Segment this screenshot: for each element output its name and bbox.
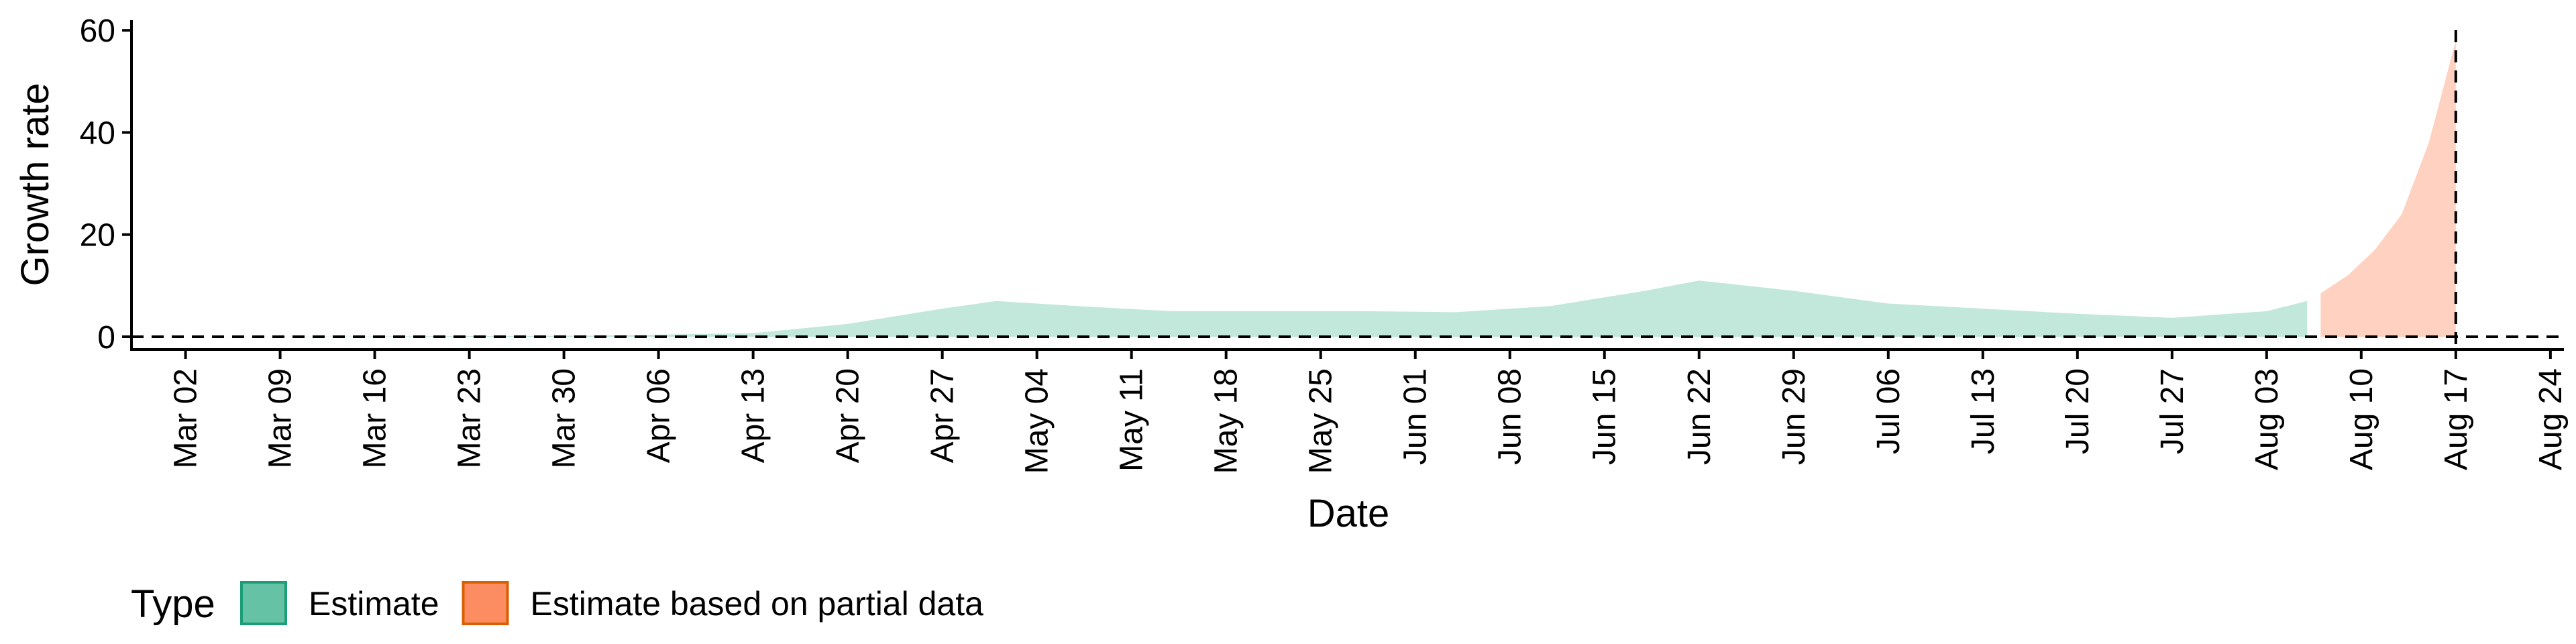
x-tick-label: Jul 06 [1871,368,1907,454]
x-tick-label: Apr 13 [736,368,771,463]
x-tick-label: Apr 20 [830,368,866,463]
legend-label-2: Estimate based on partial data [531,585,984,623]
area-series-2 [2320,40,2456,337]
x-tick-label: Jun 22 [1682,368,1717,465]
y-axis-title: Growth rate [13,83,57,286]
x-tick-label: Jul 27 [2155,368,2190,454]
legend-items: Estimate Estimate based on partial data [240,581,984,625]
x-tick-label: Mar 02 [168,368,204,468]
area-series-1 [172,280,2308,337]
x-tick-label: May 25 [1303,368,1339,474]
x-tick-label: Mar 09 [263,368,299,468]
reference-lines [131,30,2564,350]
x-tick-label: Apr 27 [925,368,961,463]
legend-label-1: Estimate [309,585,439,623]
y-tick-label: 0 [97,320,115,356]
x-axis-title: Date [1307,492,1390,535]
x-tick-label: Jun 08 [1493,368,1528,465]
x-tick-label: Jun 29 [1776,368,1812,465]
x-tick-label: Mar 16 [358,368,393,468]
x-tick-label: May 04 [1020,368,1055,474]
x-axis-ticks: Mar 02 Mar 09 Mar 16 Mar 23 Mar 30 Apr 06 Apr … [168,350,2569,474]
x-tick-label: Jun 01 [1398,368,1434,465]
x-tick-label: Mar 23 [452,368,488,468]
y-tick-label: 20 [80,218,115,254]
x-tick-label: Aug 24 [2533,368,2569,470]
legend-title: Type [131,582,215,626]
x-tick-label: Aug 17 [2438,368,2474,470]
legend-key-2 [462,581,509,625]
x-tick-label: May 11 [1114,368,1150,472]
x-tick-label: Mar 30 [547,368,582,468]
legend-key-1 [240,581,287,625]
x-tick-label: Aug 03 [2249,368,2285,470]
axes [130,20,2564,351]
x-tick-label: Apr 06 [641,368,677,463]
x-tick-label: Jul 13 [1966,368,2001,454]
y-tick-label: 60 [80,13,115,49]
x-tick-label: Jun 15 [1587,368,1623,465]
y-axis-ticks: 0 20 40 60 [80,13,131,356]
y-tick-label: 40 [80,115,115,151]
series-layer [172,40,2456,337]
legend: Type Estimate Estimate based on partial d… [131,581,984,626]
x-tick-label: Aug 10 [2344,368,2379,470]
x-tick-label: Jul 20 [2060,368,2096,454]
x-tick-label: May 18 [1209,368,1244,474]
